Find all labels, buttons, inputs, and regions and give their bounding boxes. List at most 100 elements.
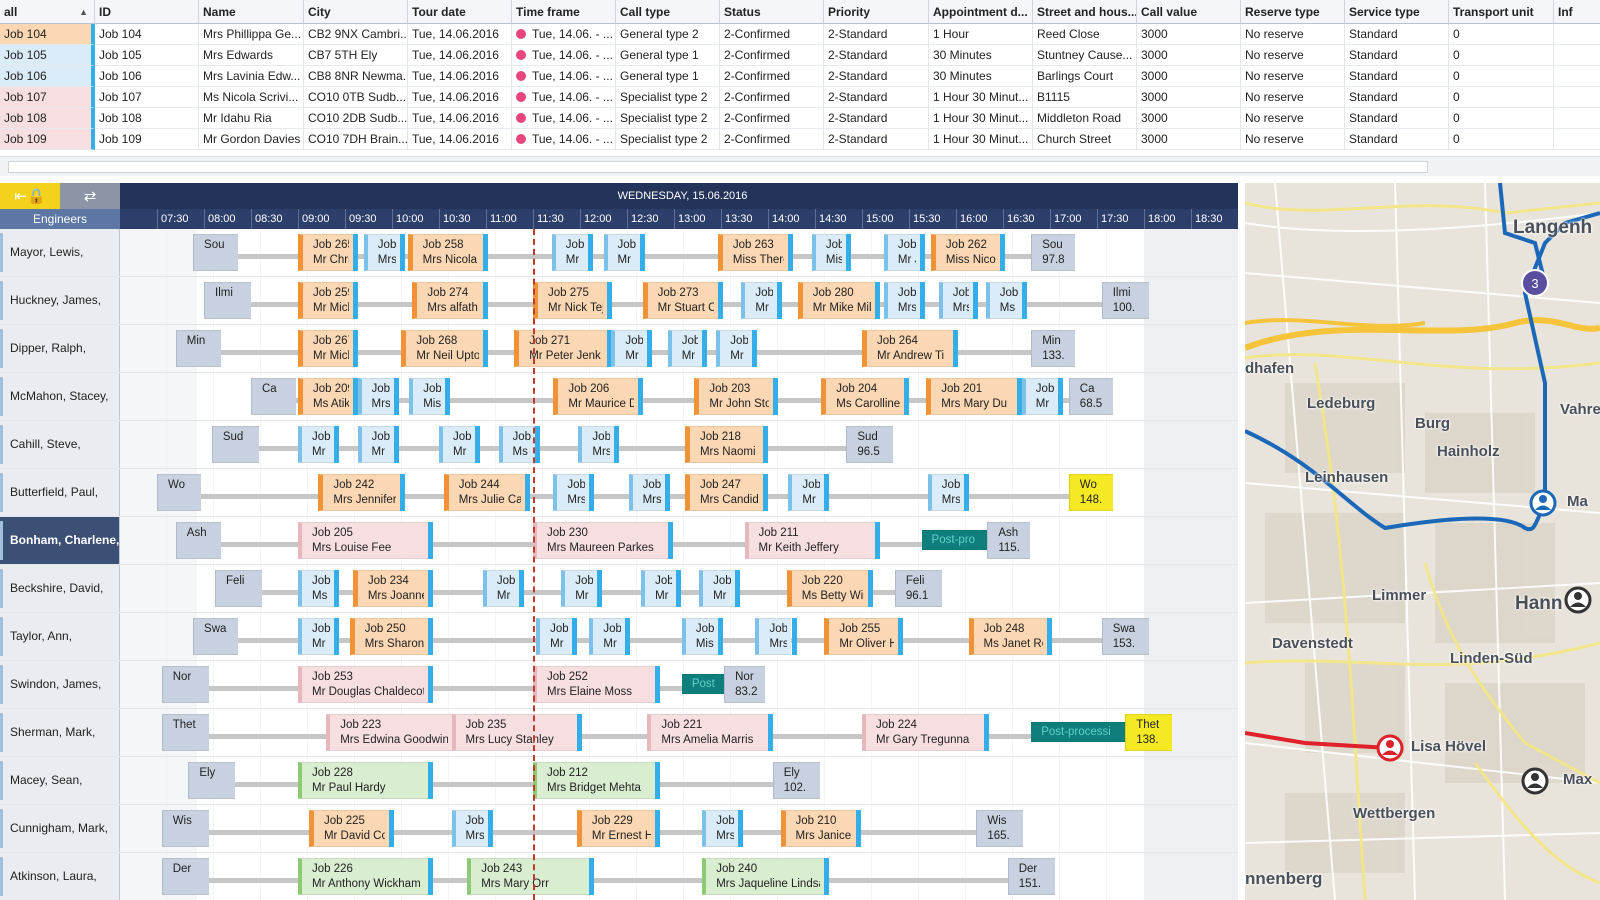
job-block[interactable]: Job Mis — [409, 378, 446, 415]
table-cell[interactable]: 2-Confirmed — [720, 87, 824, 108]
job-block[interactable]: Job 224 Mr Gary Tregunna — [862, 714, 985, 751]
table-cell[interactable]: Tue, 14.06.2016 — [408, 87, 512, 108]
job-block[interactable]: Job Mr — [603, 234, 640, 271]
table-cell[interactable]: CB7 5TH Ely — [304, 45, 408, 66]
job-block[interactable]: Job Mrs — [755, 618, 792, 655]
table-cell[interactable]: Tue, 14.06. - ... — [512, 129, 616, 150]
job-block[interactable]: Job 253 Mr Douglas Chaldecot — [298, 666, 429, 703]
column-header[interactable]: Appointment d... — [929, 0, 1033, 24]
table-cell[interactable]: 2-Confirmed — [720, 108, 824, 129]
home-base-block[interactable]: Thet 138. — [1125, 714, 1173, 751]
job-block[interactable]: Job Mrs — [702, 810, 739, 847]
job-block[interactable]: Job 273 Mr Stuart Col — [642, 282, 718, 319]
engineer-timeline[interactable]: Nor Job 253 Mr Douglas Chaldecot Job 252 Mrs… — [120, 661, 1245, 708]
home-base-block[interactable]: Sou 97.8 — [1031, 234, 1076, 271]
engineer-timeline[interactable]: Wo Job 242 Mrs Jennifer Job 244 Mrs Julie Ca… — [120, 469, 1245, 516]
job-block[interactable]: Job 248 Ms Janet Reil — [968, 618, 1047, 655]
table-cell[interactable]: No reserve — [1241, 24, 1345, 45]
table-cell[interactable]: Mr Gordon Davies — [199, 129, 304, 150]
job-block[interactable]: Job 221 Mrs Amelia Marris — [647, 714, 768, 751]
column-header[interactable]: all ▲ — [0, 0, 95, 24]
table-cell[interactable]: Job 108 — [95, 108, 199, 129]
table-cell[interactable]: 0 — [1449, 129, 1554, 150]
home-base-block[interactable]: Ash — [175, 522, 222, 559]
job-block[interactable]: Job Mr — [536, 618, 573, 655]
home-base-block[interactable]: Min — [175, 330, 222, 367]
engineer-timeline[interactable]: Ely Job 228 Mr Paul Hardy Job 212 Mrs Bridge… — [120, 757, 1245, 804]
table-cell[interactable]: 1 Hour — [929, 24, 1033, 45]
engineer-row[interactable]: Cunnigham, Mark, Wis Job 225 Mr David Col Jo… — [0, 805, 1245, 853]
table-cell[interactable]: No reserve — [1241, 108, 1345, 129]
job-block[interactable]: Job 264 Mr Andrew Ti — [862, 330, 953, 367]
table-cell[interactable]: Mrs Lavinia Edw... — [199, 66, 304, 87]
table-cell[interactable]: Reed Close — [1033, 24, 1137, 45]
job-block[interactable]: Job 255 Mr Oliver He — [824, 618, 899, 655]
job-block[interactable]: Job 258 Mrs Nicola M — [407, 234, 483, 271]
job-block[interactable]: Job Mr — [482, 570, 519, 607]
table-cell[interactable]: Standard — [1345, 45, 1449, 66]
job-block[interactable]: Job Mis — [681, 618, 718, 655]
table-cell[interactable]: Tue, 14.06.2016 — [408, 129, 512, 150]
job-block[interactable]: Job 244 Mrs Julie Car — [443, 474, 526, 511]
table-cell[interactable]: Tue, 14.06.2016 — [408, 45, 512, 66]
home-base-block[interactable]: Wo 148. — [1068, 474, 1113, 511]
job-block[interactable]: Job 203 Mr John Stoc — [694, 378, 773, 415]
table-cell[interactable]: Tue, 14.06.2016 — [408, 24, 512, 45]
engineer-timeline[interactable]: Min Job 267 Mr Michael B Job 268 Mr Neil Upt… — [120, 325, 1245, 372]
table-cell[interactable]: 2-Standard — [824, 24, 929, 45]
engineer-timeline[interactable]: Der Job 226 Mr Anthony Wickham Job 243 Mrs M… — [120, 853, 1245, 900]
job-block[interactable]: Job Ms — [498, 426, 535, 463]
engineer-name[interactable]: Mayor, Lewis, — [0, 229, 120, 276]
engineer-timeline[interactable]: Sud Job Mr Job Mr Job Mr Job Ms Job Mrs Job 218 Mrs … — [120, 421, 1245, 468]
table-cell[interactable]: 2-Standard — [824, 129, 929, 150]
column-header[interactable]: Reserve type — [1241, 0, 1345, 24]
job-block[interactable]: Job 234 Mrs Joanne B — [352, 570, 429, 607]
engineer-name[interactable]: McMahon, Stacey, — [0, 373, 120, 420]
engineer-name[interactable]: Atkinson, Laura, — [0, 853, 120, 900]
engineer-name[interactable]: Cunnigham, Mark, — [0, 805, 120, 852]
table-cell[interactable]: Barlings Court — [1033, 66, 1137, 87]
table-cell[interactable] — [1554, 66, 1600, 87]
engineer-name[interactable]: Bonham, Charlene, — [0, 517, 120, 564]
table-cell[interactable]: CB8 8NR Newma... — [304, 66, 408, 87]
home-base-block[interactable]: Swa 153. — [1101, 618, 1149, 655]
engineer-row[interactable]: Sherman, Mark, Thet Job 223 Mrs Edwina Good… — [0, 709, 1245, 757]
table-cell[interactable]: Standard — [1345, 66, 1449, 87]
table-cell[interactable]: 3000 — [1137, 129, 1241, 150]
table-cell[interactable]: 0 — [1449, 45, 1554, 66]
home-base-block[interactable]: Ilmi — [204, 282, 251, 319]
column-header[interactable]: Status — [720, 0, 824, 24]
table-cell[interactable] — [1554, 108, 1600, 129]
table-cell[interactable]: 2-Standard — [824, 87, 929, 108]
engineer-name[interactable]: Dipper, Ralph, — [0, 325, 120, 372]
table-cell[interactable]: 2-Confirmed — [720, 129, 824, 150]
job-block[interactable]: Job Mr J — [883, 234, 920, 271]
column-header[interactable]: Street and hous... — [1033, 0, 1137, 24]
table-cell[interactable]: General type 1 — [616, 45, 720, 66]
table-cell[interactable]: No reserve — [1241, 66, 1345, 87]
table-cell[interactable]: 3000 — [1137, 66, 1241, 87]
job-block[interactable]: Job Mr — [741, 282, 778, 319]
home-base-block[interactable]: Ca — [251, 378, 297, 415]
job-block[interactable]: Job Mrs — [357, 378, 394, 415]
job-block[interactable]: Job 242 Mrs Jennifer — [318, 474, 400, 511]
job-block[interactable]: Job Mr — [611, 330, 648, 367]
post-processing-block[interactable]: Post-pro — [921, 530, 988, 550]
job-block[interactable]: Job 252 Mrs Elaine Moss — [533, 666, 656, 703]
grid-horizontal-scrollbar[interactable] — [0, 156, 1600, 176]
table-cell[interactable]: Mrs Phillippa Ge... — [199, 24, 304, 45]
table-cell[interactable]: Tue, 14.06. - ... — [512, 87, 616, 108]
table-cell[interactable]: 2-Standard — [824, 45, 929, 66]
table-cell[interactable]: 0 — [1449, 66, 1554, 87]
table-cell[interactable]: General type 2 — [616, 24, 720, 45]
job-block[interactable]: Job 223 Mrs Edwina Goodwin — [326, 714, 452, 751]
row-tag[interactable]: Job 109 — [0, 129, 95, 150]
job-block[interactable]: Job 280 Mr Mike Milt — [797, 282, 875, 319]
table-cell[interactable]: Job 104 — [95, 24, 199, 45]
column-header[interactable]: Time frame — [512, 0, 616, 24]
job-block[interactable]: Job Mr — [439, 426, 476, 463]
column-header[interactable]: Call value — [1137, 0, 1241, 24]
